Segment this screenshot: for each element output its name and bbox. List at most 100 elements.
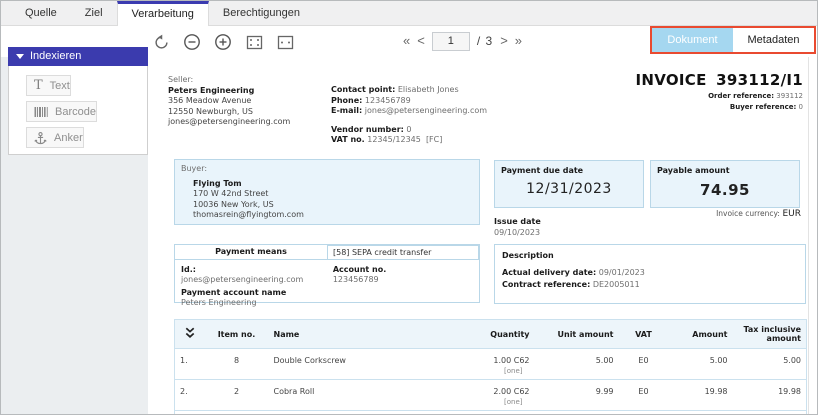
cell-vat: E0 [619,411,669,415]
payment-id-label: Id.: [181,265,333,275]
buyer-email: thomasrein@flyingtom.com [193,210,473,221]
col-header-amount: Amount [669,320,733,349]
document-viewer[interactable]: Seller: Peters Engineering 356 Meadow Av… [148,57,817,414]
fit-page-icon[interactable] [244,32,264,52]
row-number: 2. [175,380,205,411]
cell-vat: E0 [619,349,669,380]
page-number-input[interactable] [432,32,470,51]
app-window: Quelle Ziel Verarbeitung Berechtigungen … [0,0,818,415]
invoice-title: INVOICE 393112/I1 [635,71,803,89]
tab-berechtigungen[interactable]: Berechtigungen [209,1,314,25]
tab-dokument[interactable]: Dokument [652,28,733,52]
zoom-in-icon[interactable] [213,32,233,52]
buyer-address-1: 170 W 42nd Street [193,189,473,200]
vendor-number-label: Vendor number: [331,125,404,134]
delivery-date-label: Actual delivery date: [502,268,596,277]
cell-quantity-unit: [one] [462,398,530,406]
table-row[interactable]: 2. 2 Cobra Roll 2.00 C62[one] 9.99 E0 19… [175,380,807,411]
invoice-currency-label: Invoice currency: [716,209,780,218]
vendor-number-value: 0 [406,125,411,134]
cell-amount: 19.98 [669,380,733,411]
payment-account-name-label: Payment account name [181,288,473,298]
buyer-address-2: 10036 New York, US [193,200,473,211]
phone-label: Phone: [331,96,362,105]
vat-no-suffix: [FC] [426,135,442,144]
cell-item-no: 24 [205,411,269,415]
prev-page-button[interactable]: < [417,31,425,51]
cell-vat: E0 [619,380,669,411]
payable-amount-label: Payable amount [657,166,793,175]
table-row[interactable]: 3. 24 Roll Over 2.00 C62 14.99 E0 29.98 … [175,411,807,415]
cell-quantity: 1.00 C62 [462,356,530,365]
payment-due-date-box: Payment due date 12/31/2023 [494,160,644,208]
payment-means-header: Payment means [175,245,327,260]
text-icon: T [34,79,43,92]
col-header-item-no: Item no. [205,320,269,349]
delivery-date-value: 09/01/2023 [599,268,645,277]
zoom-out-icon[interactable] [182,32,202,52]
view-tabs-highlighted: Dokument Metadaten [650,26,816,54]
issue-date-label: Issue date [494,216,541,227]
description-header: Description [502,250,798,262]
tab-ziel[interactable]: Ziel [71,1,117,25]
anchor-tool-label: Anker [54,132,83,144]
tab-metadaten[interactable]: Metadaten [733,28,814,52]
payment-means-type: [58] SEPA credit transfer [327,245,479,260]
next-page-button[interactable]: > [500,31,508,51]
indexieren-section-header[interactable]: Indexieren [8,47,148,66]
barcode-tool-button[interactable]: Barcode [26,101,97,122]
collapse-all-icon[interactable] [185,327,195,339]
barcode-tool-label: Barcode [55,106,96,118]
payment-means-box: Payment means [58] SEPA credit transfer … [174,244,480,303]
account-no-value: 123456789 [333,275,473,285]
col-header-name: Name [269,320,457,349]
document-tool-group [151,32,295,52]
contract-reference-label: Contract reference: [502,280,590,289]
caret-down-icon [16,54,24,59]
description-box: Description Actual delivery date: 09/01/… [494,244,806,304]
fit-width-icon[interactable] [275,32,295,52]
payable-amount-value: 74.95 [657,181,793,199]
anchor-tool-button[interactable]: Anker [26,127,84,148]
payment-due-date-value: 12/31/2023 [501,181,637,197]
vat-no-label: VAT no. [331,135,365,144]
rotate-ccw-icon[interactable] [151,32,171,52]
first-page-button[interactable]: « [403,31,410,51]
indexieren-label: Indexieren [30,47,81,66]
indexieren-panel: T Text Barcode Anker [8,66,148,155]
payable-amount-box: Payable amount 74.95 [650,160,800,208]
text-tool-label: Text [50,80,70,92]
payment-id-value: jones@petersengineering.com [181,275,333,285]
phone-value: 123456789 [365,96,411,105]
cell-item-no: 8 [205,349,269,380]
vat-no-value: 12345/12345 [367,135,421,144]
anchor-icon [34,131,47,145]
contact-block: Contact point: Elisabeth Jones Phone: 12… [331,85,487,146]
tab-quelle[interactable]: Quelle [11,1,71,25]
invoice-header: INVOICE 393112/I1 Order reference: 39311… [635,71,803,111]
main-tabbar: Quelle Ziel Verarbeitung Berechtigungen [1,1,817,26]
seller-email: jones@petersengineering.com [168,117,290,128]
buyer-reference-value: 0 [799,103,803,111]
invoice-currency-value: EUR [782,209,801,219]
buyer-label: Buyer: [181,164,473,175]
table-row[interactable]: 1. 8 Double Corkscrew 1.00 C62[one] 5.00… [175,349,807,380]
pagination: « < / 3 > » [403,31,522,51]
cell-tax-inclusive: 5.00 [733,349,807,380]
buyer-name: Flying Tom [193,179,473,190]
row-number: 3. [175,411,205,415]
cell-unit-amount: 5.00 [535,349,619,380]
invoice-currency-line: Invoice currency: EUR [716,209,801,219]
col-header-vat: VAT [619,320,669,349]
cell-name: Double Corkscrew [269,349,457,380]
last-page-button[interactable]: » [515,31,522,51]
text-tool-button[interactable]: T Text [26,75,71,96]
order-reference-value: 393112 [776,92,803,100]
cell-item-no: 2 [205,380,269,411]
table-header-row: Item no. Name Quantity Unit amount VAT A… [175,320,807,349]
cell-name: Roll Over [269,411,457,415]
col-header-tax-inclusive: Tax inclusive amount [733,320,807,349]
barcode-icon [34,106,48,118]
issue-date-block: Issue date 09/10/2023 [494,216,541,238]
tab-verarbeitung[interactable]: Verarbeitung [117,1,209,26]
